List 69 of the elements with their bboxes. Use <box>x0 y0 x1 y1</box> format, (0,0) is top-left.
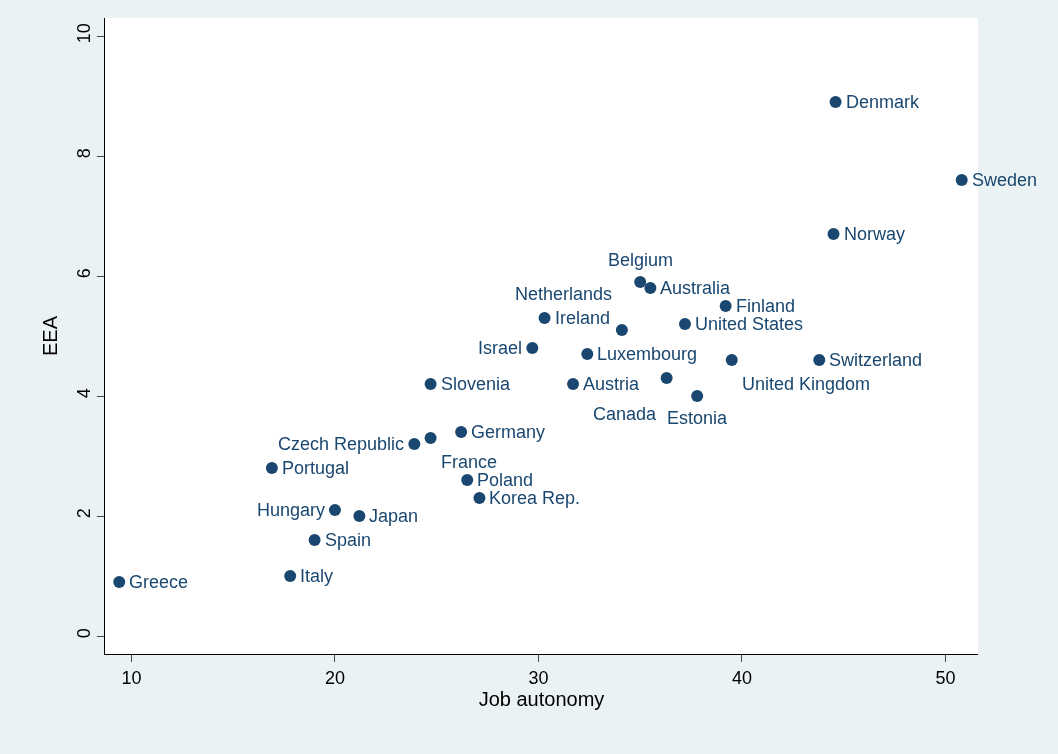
annotation: Austria <box>583 374 641 394</box>
x-tick-label: 10 <box>121 667 142 688</box>
annotation: Czech Republic <box>278 434 405 454</box>
annotation: Finland <box>736 296 796 316</box>
y-tick-label: 10 <box>73 23 94 44</box>
annotation: Estonia <box>667 408 729 428</box>
point <box>827 228 840 240</box>
point <box>581 348 594 360</box>
x-tick-label: 40 <box>731 667 752 688</box>
point <box>678 318 691 330</box>
point <box>461 474 474 486</box>
point <box>725 354 738 366</box>
point <box>691 390 704 402</box>
annotation: United States <box>695 314 804 334</box>
annotation: France <box>441 452 498 472</box>
point <box>634 276 647 288</box>
point <box>113 576 126 588</box>
x-axis-title: Job autonomy <box>478 687 605 710</box>
annotation: Spain <box>325 530 372 550</box>
annotation: Korea Rep. <box>489 488 581 508</box>
annotation: Belgium <box>608 250 674 270</box>
y-tick-label: 4 <box>73 388 94 399</box>
annotation: Hungary <box>257 500 326 520</box>
point <box>813 354 826 366</box>
annotation: Portugal <box>282 458 350 478</box>
y-tick-label: 8 <box>73 148 94 159</box>
point <box>615 324 628 336</box>
annotation: Italy <box>300 566 334 586</box>
annotation: Ireland <box>555 308 611 328</box>
point <box>719 300 732 312</box>
point <box>424 432 437 444</box>
y-tick-label: 2 <box>73 508 94 519</box>
point <box>567 378 580 390</box>
y-tick-label: 6 <box>73 268 94 279</box>
annotation: Luxembourg <box>597 344 698 364</box>
x-tick-label: 20 <box>324 667 345 688</box>
point <box>660 372 673 384</box>
annotation: Germany <box>471 422 546 442</box>
point <box>408 438 421 450</box>
point <box>265 462 278 474</box>
y-axis-title: EEA <box>39 315 62 357</box>
annotation: Slovenia <box>441 374 512 394</box>
point <box>473 492 486 504</box>
point <box>284 570 297 582</box>
annotation: Canada <box>593 404 658 424</box>
annotation: Sweden <box>972 170 1038 190</box>
point <box>353 510 366 522</box>
annotation: Norway <box>844 224 906 244</box>
point <box>644 282 657 294</box>
annotation: Denmark <box>846 92 921 112</box>
annotation: United Kingdom <box>742 374 871 394</box>
point <box>955 174 968 186</box>
annotation: Australia <box>660 278 732 298</box>
point <box>328 504 341 516</box>
annotation: Netherlands <box>515 284 613 304</box>
x-tick-label: 30 <box>528 667 549 688</box>
point <box>308 534 321 546</box>
x-tick-label: 50 <box>935 667 956 688</box>
annotation: Japan <box>369 506 419 526</box>
y-tick-label: 0 <box>73 628 94 639</box>
annotation: Switzerland <box>829 350 923 370</box>
point <box>526 342 539 354</box>
point <box>538 312 551 324</box>
annotation: Greece <box>129 572 189 592</box>
point <box>829 96 842 108</box>
point <box>424 378 437 390</box>
annotation: Israel <box>478 338 523 358</box>
point <box>455 426 468 438</box>
annotation: Poland <box>477 470 534 490</box>
